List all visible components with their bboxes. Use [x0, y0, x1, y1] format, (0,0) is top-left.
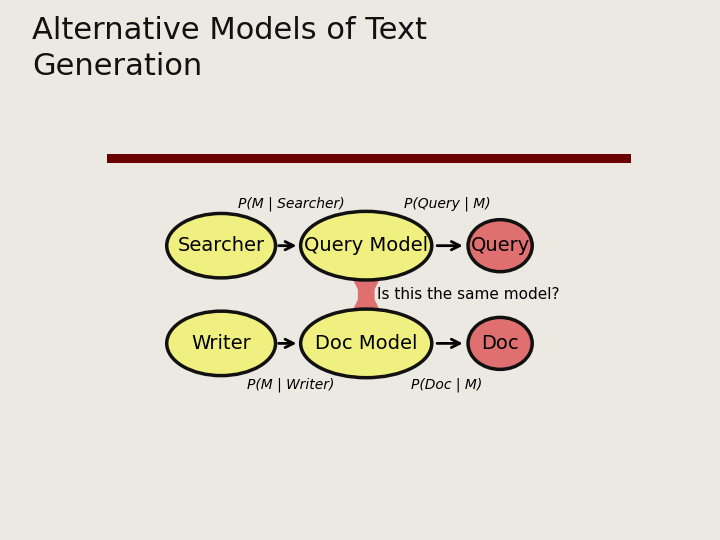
Bar: [107, 154, 631, 163]
Text: P(Query | M): P(Query | M): [404, 197, 490, 211]
Ellipse shape: [167, 311, 276, 376]
Ellipse shape: [468, 318, 532, 369]
Text: P(Doc | M): P(Doc | M): [412, 377, 482, 392]
Text: Doc Model: Doc Model: [315, 334, 418, 353]
Text: P(M | Searcher): P(M | Searcher): [238, 197, 344, 211]
Ellipse shape: [468, 220, 532, 272]
Text: Writer: Writer: [192, 334, 251, 353]
Ellipse shape: [301, 309, 432, 377]
Text: Searcher: Searcher: [178, 236, 265, 255]
Text: Alternative Models of Text
Generation: Alternative Models of Text Generation: [32, 16, 428, 81]
Ellipse shape: [301, 211, 432, 280]
Text: P(M | Writer): P(M | Writer): [247, 377, 335, 392]
Text: Query: Query: [470, 236, 530, 255]
Ellipse shape: [167, 213, 276, 278]
Text: Query Model: Query Model: [304, 236, 428, 255]
Text: Is this the same model?: Is this the same model?: [377, 287, 560, 302]
Text: Doc: Doc: [481, 334, 519, 353]
